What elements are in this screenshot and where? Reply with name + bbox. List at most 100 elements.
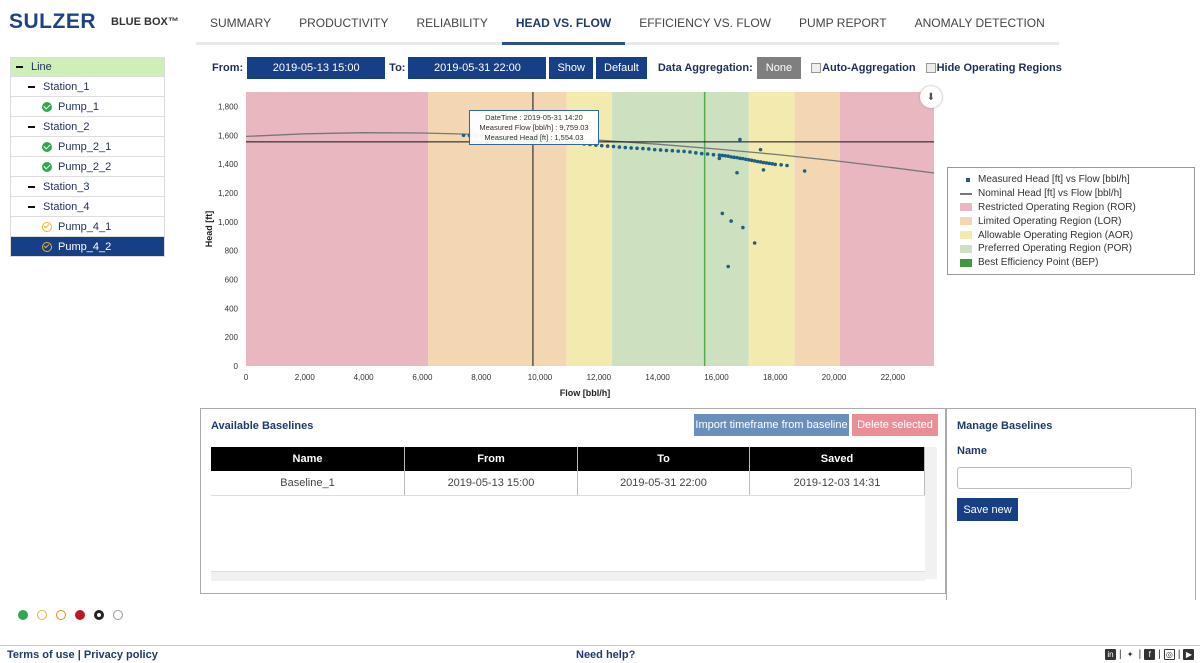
tree-item-line[interactable]: Line <box>10 57 165 77</box>
measured-point[interactable] <box>758 147 763 152</box>
default-button[interactable]: Default <box>596 57 647 79</box>
tree-item-station-1[interactable]: Station_1 <box>10 77 165 97</box>
legend-item[interactable]: Restricted Operating Region (ROR) <box>960 201 1194 215</box>
column-header-saved[interactable]: Saved <box>750 447 925 471</box>
measured-point[interactable] <box>664 148 669 153</box>
measured-point[interactable] <box>699 151 704 156</box>
measured-point[interactable] <box>761 168 766 172</box>
measured-point[interactable] <box>726 264 730 269</box>
tree-item-station-2[interactable]: Station_2 <box>10 117 165 137</box>
measured-point[interactable] <box>770 162 775 166</box>
tree-item-pump-4-1[interactable]: Pump_4_1 <box>10 217 165 237</box>
linkedin-icon[interactable]: in <box>1105 649 1116 660</box>
facebook-icon[interactable]: f <box>1144 649 1156 660</box>
legend-item[interactable]: Measured Head [ft] vs Flow [bbl/h] <box>960 173 1194 187</box>
measured-point[interactable] <box>764 161 769 165</box>
measured-point[interactable] <box>641 146 645 151</box>
measured-point[interactable] <box>738 137 742 142</box>
vertical-scrollbar[interactable] <box>925 447 937 579</box>
tab-efficiency-vs-flow[interactable]: EFFICIENCY VS. FLOW <box>625 0 785 45</box>
measured-point[interactable] <box>717 153 722 157</box>
legend-item[interactable]: Best Efficiency Point (BEP) <box>960 256 1194 270</box>
show-button[interactable]: Show <box>549 57 593 79</box>
measured-point[interactable] <box>738 156 742 161</box>
delete-selected-button[interactable]: Delete selected <box>852 414 938 436</box>
instagram-icon[interactable]: ◎ <box>1163 649 1175 660</box>
tab-pump-report[interactable]: PUMP REPORT <box>784 0 901 45</box>
tab-head-vs-flow[interactable]: HEAD VS. FLOW <box>501 0 626 45</box>
measured-point[interactable] <box>635 146 639 151</box>
tab-anomaly-detection[interactable]: ANOMALY DETECTION <box>900 0 1059 45</box>
column-header-to[interactable]: To <box>578 447 750 471</box>
measured-point[interactable] <box>599 143 604 148</box>
measured-point[interactable] <box>761 160 766 165</box>
collapse-icon[interactable] <box>28 185 35 188</box>
collapse-icon[interactable] <box>16 66 23 68</box>
to-date-picker[interactable]: 2019-05-31 22:00 <box>408 57 547 79</box>
legend-item[interactable]: Preferred Operating Region (POR) <box>960 242 1194 256</box>
tab-productivity[interactable]: PRODUCTIVITY <box>285 0 403 45</box>
horizontal-scrollbar[interactable] <box>211 571 925 581</box>
tab-summary[interactable]: SUMMARY <box>196 0 286 45</box>
tree-item-station-4[interactable]: Station_4 <box>10 197 165 217</box>
measured-point[interactable] <box>726 154 730 158</box>
legend-item[interactable]: Allowable Operating Region (AOR) <box>960 228 1194 242</box>
measured-point[interactable] <box>670 148 675 153</box>
aggregation-select[interactable]: None <box>756 57 802 79</box>
twitter-icon[interactable]: ✦ <box>1124 649 1136 660</box>
column-header-name[interactable]: Name <box>211 447 405 471</box>
tree-item-pump-1[interactable]: Pump_1 <box>10 97 165 117</box>
measured-point[interactable] <box>611 144 616 149</box>
import-timeframe-button[interactable]: Import timeframe from baseline <box>694 414 849 436</box>
measured-point[interactable] <box>802 169 807 173</box>
measured-point[interactable] <box>732 155 736 160</box>
sulzer-logo[interactable]: SULZER <box>9 10 96 33</box>
legend-item[interactable]: Nominal Head [ft] vs Flow [bbl/h] <box>960 187 1194 201</box>
legend-item[interactable]: Limited Operating Region (LOR) <box>960 214 1194 228</box>
measured-point[interactable] <box>676 149 681 153</box>
measured-point[interactable] <box>688 150 692 154</box>
help-link[interactable]: Need help? <box>576 649 636 661</box>
measured-point[interactable] <box>744 157 748 162</box>
collapse-icon[interactable] <box>28 85 35 88</box>
measured-point[interactable] <box>647 147 651 151</box>
measured-point[interactable] <box>652 147 657 152</box>
measured-point[interactable] <box>752 159 757 163</box>
hide-regions-checkbox[interactable] <box>925 63 936 73</box>
tree-item-pump-2-2[interactable]: Pump_2_2 <box>10 157 165 177</box>
download-icon[interactable]: ⬇ <box>920 86 942 108</box>
column-header-from[interactable]: From <box>405 447 578 471</box>
measured-point[interactable] <box>779 163 783 167</box>
measured-point[interactable] <box>741 225 745 230</box>
measured-point[interactable] <box>746 157 751 162</box>
tab-reliability[interactable]: RELIABILITY <box>402 0 502 45</box>
measured-point[interactable] <box>711 152 716 157</box>
measured-point[interactable] <box>682 149 686 154</box>
measured-point[interactable] <box>773 162 778 167</box>
measured-point[interactable] <box>629 146 633 150</box>
tree-item-station-3[interactable]: Station_3 <box>10 177 165 197</box>
tree-item-pump-2-1[interactable]: Pump_2_1 <box>10 137 165 157</box>
measured-point[interactable] <box>741 156 745 161</box>
measured-point[interactable] <box>623 145 628 150</box>
measured-point[interactable] <box>723 153 728 158</box>
measured-point[interactable] <box>735 155 739 160</box>
measured-point[interactable] <box>735 170 739 175</box>
measured-point[interactable] <box>720 211 725 216</box>
collapse-icon[interactable] <box>28 205 35 208</box>
measured-point[interactable] <box>605 144 610 148</box>
auto-aggregation-checkbox[interactable] <box>811 63 822 73</box>
measured-point[interactable] <box>717 156 722 161</box>
measured-point[interactable] <box>461 133 466 138</box>
measured-point[interactable] <box>617 145 622 149</box>
youtube-icon[interactable]: ▶ <box>1183 649 1195 660</box>
measured-point[interactable] <box>720 153 725 158</box>
baseline-name-input[interactable] <box>957 467 1132 489</box>
table-row[interactable]: Baseline_1 2019-05-13 15:00 2019-05-31 2… <box>211 471 925 496</box>
measured-point[interactable] <box>767 161 772 166</box>
measured-point[interactable] <box>758 160 763 164</box>
collapse-icon[interactable] <box>28 125 35 128</box>
measured-point[interactable] <box>705 152 710 156</box>
measured-point[interactable] <box>658 148 663 152</box>
save-new-button[interactable]: Save new <box>957 498 1018 521</box>
